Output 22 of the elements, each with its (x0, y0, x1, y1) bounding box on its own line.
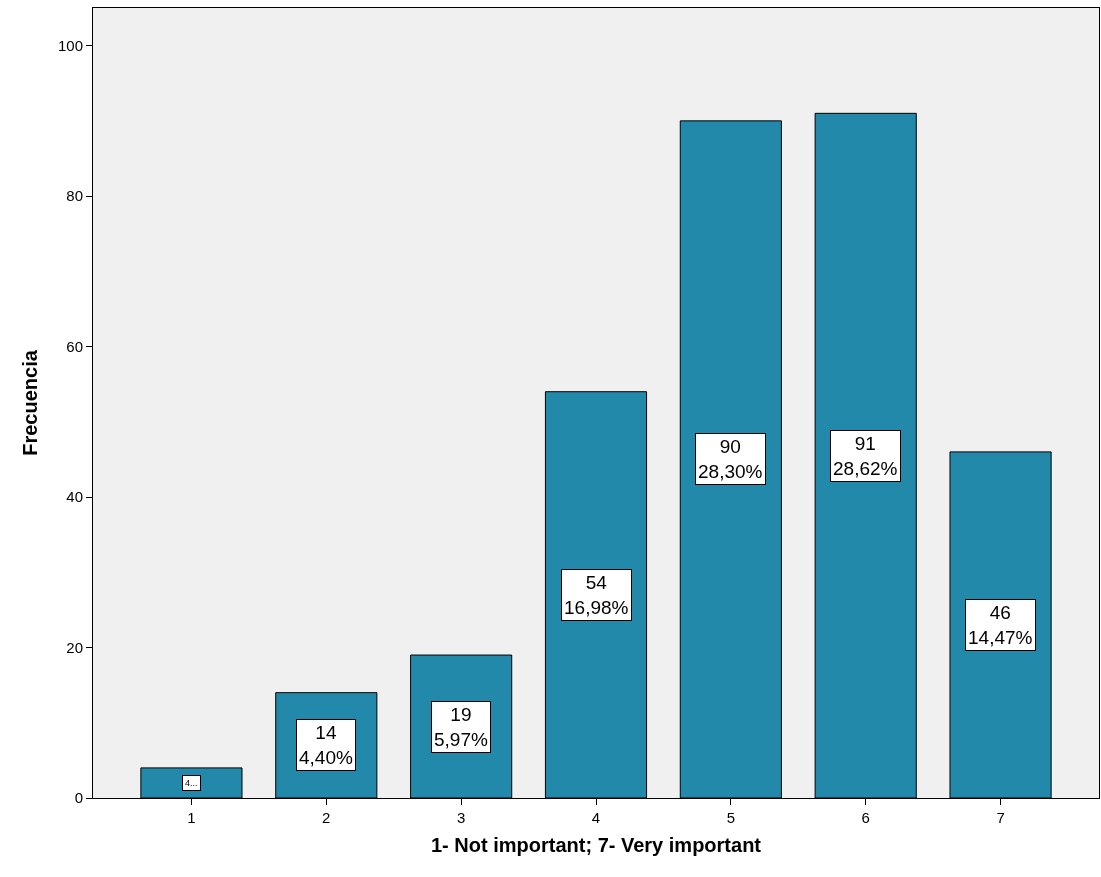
x-tick-label: 7 (996, 809, 1005, 826)
x-tick-label: 3 (456, 809, 466, 826)
y-tick-label: 20 (66, 638, 83, 656)
data-label: 4... (185, 778, 198, 788)
y-tick-label: 100 (57, 36, 83, 54)
y-tick-label: 0 (74, 789, 83, 807)
x-tick-label: 2 (322, 809, 331, 826)
y-tick-label: 40 (66, 488, 83, 506)
x-tick-label: 4 (591, 809, 601, 826)
data-label: 14 4,40% (299, 722, 353, 768)
data-label: 46 14,47% (968, 602, 1033, 648)
x-tick-label: 6 (861, 809, 870, 826)
data-label: 90 28,30% (698, 436, 763, 482)
data-label: 91 28,62% (833, 433, 898, 479)
y-tick-label: 60 (66, 337, 83, 355)
y-axis-title: Frecuencia (19, 349, 42, 456)
data-label: 19 5,97% (434, 704, 488, 750)
x-axis-title: 1- Not important; 7- Very important (430, 833, 762, 856)
x-tick-label: 1 (187, 809, 196, 826)
data-label: 54 16,98% (564, 572, 629, 618)
y-tick-label: 80 (66, 187, 83, 205)
x-tick-label: 5 (726, 809, 736, 826)
